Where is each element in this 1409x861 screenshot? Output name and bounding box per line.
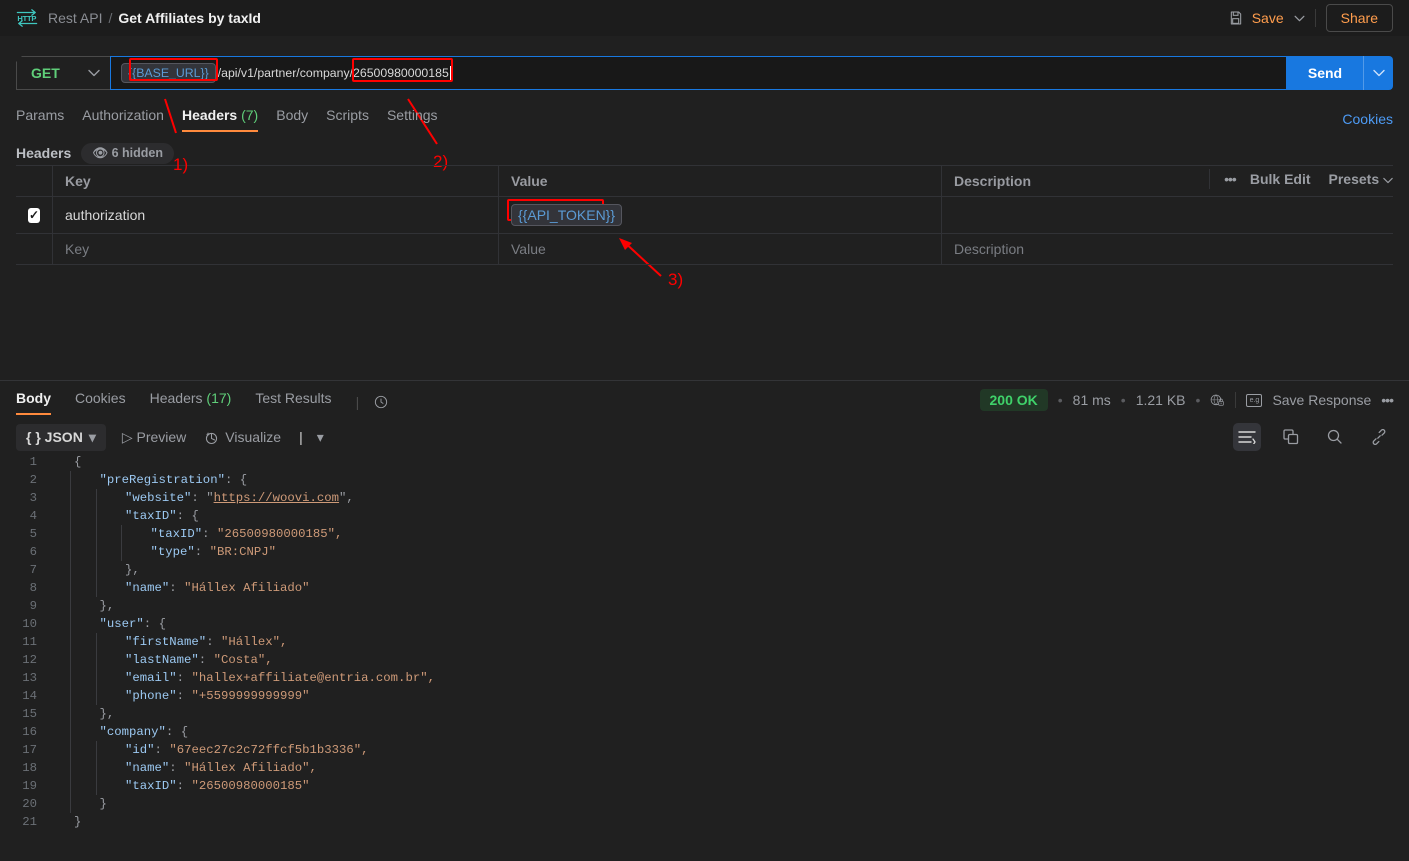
svg-text:HTTP: HTTP [17,14,36,23]
